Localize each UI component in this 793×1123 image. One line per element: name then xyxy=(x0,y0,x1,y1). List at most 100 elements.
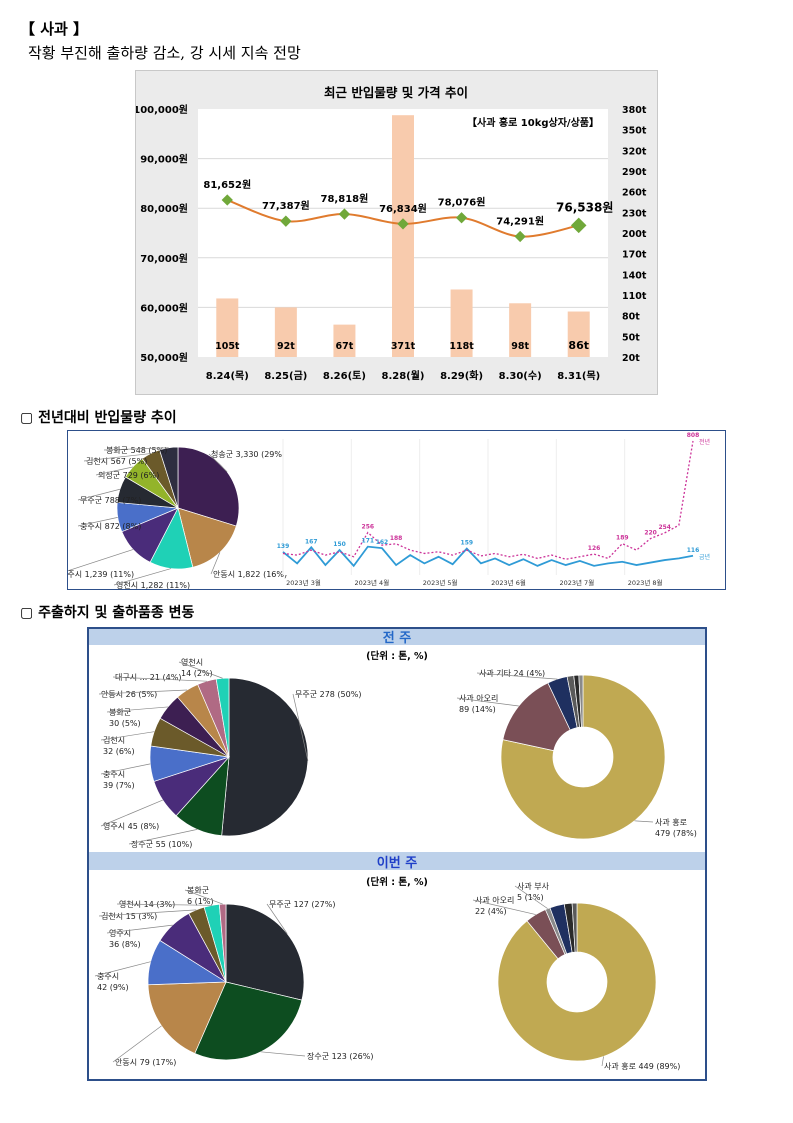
right-tick-label: 290t xyxy=(622,167,647,178)
volume-bar-label: 371t xyxy=(391,341,416,352)
right-tick-label: 80t xyxy=(622,312,640,323)
left-tick-label: 100,000원 xyxy=(136,103,188,116)
line-point-label: 808 xyxy=(687,432,700,439)
price-label: 77,387원 xyxy=(262,199,310,212)
curr-origin-label: 영천시 14 (3%) xyxy=(119,899,175,909)
yoy-svg: 청송군 3,330 (29%) 안동시 1,822 (16%) 영천시 1,282 … xyxy=(57,432,710,590)
line-point-label: 139 xyxy=(277,543,290,550)
yoy-pie-label: 청송군 3,330 (29%) xyxy=(211,450,285,459)
volume-bar xyxy=(392,115,414,357)
curr-variety-label-leader xyxy=(514,885,548,909)
prev-variety-label-leader xyxy=(476,672,558,680)
section-origin-heading: ▢ 주출하지 및 출하품종 변동 xyxy=(20,605,195,621)
price-marker xyxy=(570,217,587,234)
yoy-pie-label-leader xyxy=(208,453,228,473)
curr-origin-pie-slice-2 xyxy=(147,981,227,1054)
prev-variety-label: 89 (14%) xyxy=(459,705,496,714)
price-volume-svg: 최근 반입물량 및 가격 추이 【사과 홍로 10kg상자/상품】 100,000원… xyxy=(133,85,647,382)
line-point-label: 126 xyxy=(588,545,601,552)
yoy-pie-label: 영주시 1,239 (11%) xyxy=(68,569,134,579)
price-volume-chart: 최근 반입물량 및 가격 추이 【사과 홍로 10kg상자/상품】 100,000원… xyxy=(133,70,658,395)
right-tick-label: 110t xyxy=(622,291,647,302)
yoy-origin-pie-slice-8 xyxy=(159,446,179,509)
right-tick-label: 50t xyxy=(622,332,640,343)
origin-variety-panel: 전 주 (단위 : 톤, %) 이번 주 (단위 : 톤, %) 무주군 278 (50… xyxy=(87,627,707,1081)
prev-variety-label: 사과 홍로 xyxy=(655,817,687,827)
line-x-tick: 2023년 7월 xyxy=(559,578,594,587)
prev-variety-label: 사과 기타 24 (4%) xyxy=(479,669,545,678)
curr-origin-label-leader xyxy=(116,903,212,906)
volume-bar-label: 105t xyxy=(215,341,240,352)
series-name: 전년 xyxy=(699,438,710,446)
prev-origin-label-leader xyxy=(128,829,198,845)
curr-origin-label: 충주시 xyxy=(97,972,119,981)
prev-origin-label: 충주시 xyxy=(103,770,125,779)
x-tick-label: 8.30(수) xyxy=(499,370,542,382)
price-label: 74,291원 xyxy=(496,215,544,228)
left-tick-label: 50,000원 xyxy=(140,351,188,364)
prev-year-line xyxy=(282,440,694,560)
prev-origin-label-leader xyxy=(112,676,207,682)
prev-origin-label-leader xyxy=(106,706,168,713)
curr-variety-label-leader xyxy=(601,1056,604,1067)
yoy-chart-panel: 청송군 3,330 (29%) 안동시 1,822 (16%) 영천시 1,282 … xyxy=(57,430,726,590)
prev-origin-label: 39 (7%) xyxy=(103,781,135,790)
curr-origin-label: 36 (8%) xyxy=(109,940,141,949)
yoy-pie-label: 의성군 729 (6%) xyxy=(98,470,159,480)
current-year-line xyxy=(282,545,694,568)
curr-variety-donut-slice-0 xyxy=(497,902,657,1062)
yoy-pie-label-leader xyxy=(103,447,169,451)
line-point-label: 159 xyxy=(461,540,474,547)
week-title: 이번 주 xyxy=(377,855,417,871)
volume-bar xyxy=(567,311,590,357)
prev-origin-label: 14 (2%) xyxy=(181,669,213,678)
section-yoy-heading: ▢ 전년대비 반입물량 추이 xyxy=(20,410,177,426)
line-x-tick: 2023년 4월 xyxy=(354,578,389,587)
curr-origin-label-leader xyxy=(94,961,151,977)
yoy-pie-label: 충주시 872 (8%) xyxy=(80,522,141,531)
left-tick-label: 70,000원 xyxy=(140,252,188,265)
prev-origin-label: 영주시 45 (8%) xyxy=(103,821,159,831)
chart-title: 최근 반입물량 및 가격 추이 xyxy=(324,85,468,100)
curr-origin-label-leader xyxy=(184,889,223,905)
left-tick-label: 60,000원 xyxy=(140,301,188,314)
volume-bar-label: 98t xyxy=(511,341,529,352)
prev-variety-donut-slice-5 xyxy=(578,674,584,728)
line-x-tick: 2023년 6월 xyxy=(491,578,526,587)
price-marker xyxy=(514,230,526,243)
chart-annotation: 【사과 홍로 10kg상자/상품】 xyxy=(467,116,599,129)
price-label: 78,076원 xyxy=(438,196,486,209)
volume-bar-label: 92t xyxy=(277,341,295,352)
volume-bar xyxy=(274,307,297,357)
curr-origin-label-leader xyxy=(266,903,288,934)
curr-variety-label: 5 (1%) xyxy=(517,893,544,902)
prev-origin-pie-slice-8 xyxy=(215,677,230,758)
x-tick-label: 8.24(목) xyxy=(206,370,249,382)
prev-origin-label: 안동시 26 (5%) xyxy=(101,689,157,699)
volume-bar xyxy=(216,298,239,357)
prev-origin-label-leader xyxy=(98,689,188,695)
curr-variety-label: 사과 부사 xyxy=(517,882,550,891)
price-marker xyxy=(455,212,468,224)
yoy-pie-label-leader xyxy=(77,488,121,501)
left-tick-label: 90,000원 xyxy=(140,153,188,166)
curr-origin-label: 42 (9%) xyxy=(97,983,129,992)
page-subtitle: 작황 부진해 출하량 감소, 강 시세 지속 전망 xyxy=(28,44,301,62)
volume-bar-label: 67t xyxy=(336,341,354,352)
right-tick-label: 140t xyxy=(622,270,647,281)
x-tick-label: 8.28(월) xyxy=(381,370,424,382)
curr-origin-label: 장수군 123 (26%) xyxy=(307,1051,373,1061)
right-tick-label: 20t xyxy=(622,353,640,364)
line-point-label: 189 xyxy=(616,535,629,542)
prev-origin-label-leader xyxy=(292,693,309,761)
curr-origin-pie-slice-1 xyxy=(194,981,303,1061)
prev-origin-label: 장수군 55 (10%) xyxy=(131,839,192,849)
line-point-label: 220 xyxy=(644,530,657,537)
line-x-tick: 2023년 8월 xyxy=(628,578,663,587)
curr-variety-label: 22 (4%) xyxy=(475,907,507,916)
curr-variety-label-leader xyxy=(472,899,536,915)
week-title: 전 주 xyxy=(383,630,411,646)
yoy-pie-label-leader xyxy=(95,466,133,476)
curr-origin-label: 봉화군 xyxy=(187,886,209,895)
curr-origin-label: 영주시 xyxy=(109,928,131,938)
